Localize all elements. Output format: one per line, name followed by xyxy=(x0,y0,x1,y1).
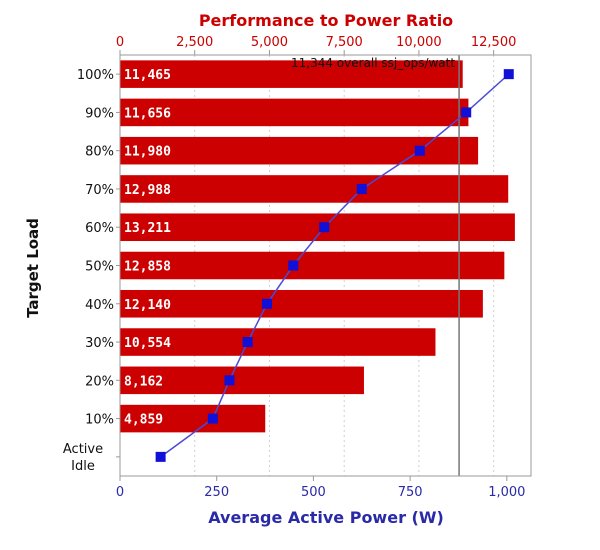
bar-label-6: 12,140 xyxy=(124,298,171,313)
bars-layer: 11,465 11,656 11,980 12,988 13,211 12,858 12,1… xyxy=(120,60,515,433)
bar-label-5: 12,858 xyxy=(124,260,171,275)
category-label-8: 20% xyxy=(85,374,114,389)
bar-label-3: 12,988 xyxy=(124,183,171,198)
bottom-tick-label-4: 1,000 xyxy=(488,485,525,500)
bar-4 xyxy=(120,213,515,242)
category-label-3: 70% xyxy=(85,183,114,198)
top-tick-label-5: 12,500 xyxy=(471,35,517,50)
category-label-9: 10% xyxy=(85,413,114,428)
bar-label-8: 8,162 xyxy=(124,374,163,389)
bar-5 xyxy=(120,251,505,280)
bar-label-0: 11,465 xyxy=(124,68,171,83)
reference-layer: 11,344 overall ssj_ops/watt xyxy=(291,55,460,476)
top-tick-label-0: 0 xyxy=(116,35,124,50)
top-tick-label-2: 5,000 xyxy=(251,35,288,50)
bar-3 xyxy=(120,175,509,203)
top-tick-label-1: 2,500 xyxy=(176,35,213,50)
category-label-5: 50% xyxy=(85,260,114,275)
top-tick-label-3: 7,500 xyxy=(326,35,363,50)
category-label-4: 60% xyxy=(85,221,114,236)
category-label-2: 80% xyxy=(85,145,114,160)
bottom-tick-label-3: 750 xyxy=(398,485,423,500)
bottom-tick-label-2: 500 xyxy=(301,485,326,500)
bar-9 xyxy=(120,404,266,433)
y-axis-title: Target Load xyxy=(24,218,42,318)
bar-label-2: 11,980 xyxy=(124,145,171,160)
top-axis-title: Performance to Power Ratio xyxy=(199,11,453,30)
power-point-8 xyxy=(224,375,235,386)
top-tick-label-4: 10,000 xyxy=(396,35,442,50)
bar-6 xyxy=(120,289,483,318)
reference-line-label: 11,344 overall ssj_ops/watt xyxy=(291,56,455,70)
power-point-10 xyxy=(155,451,166,462)
category-label-0: 100% xyxy=(77,68,114,83)
bar-label-4: 13,211 xyxy=(124,221,171,236)
bar-label-9: 4,859 xyxy=(124,413,163,428)
category-label-7: 30% xyxy=(85,336,114,351)
bar-0 xyxy=(120,60,463,88)
bar-label-1: 11,656 xyxy=(124,106,171,121)
category-label-10-line-1: Idle xyxy=(71,459,95,474)
power-point-7 xyxy=(242,337,253,348)
labels-layer: 0 2,500 5,000 7,500 10,000 12,500 0 250 500 750 1,… xyxy=(63,35,526,500)
power-point-3 xyxy=(356,183,367,194)
power-point-1 xyxy=(461,107,472,118)
power-point-0 xyxy=(503,69,514,80)
bottom-axis-title: Average Active Power (W) xyxy=(208,508,444,527)
axes-layer xyxy=(116,50,532,481)
bottom-tick-label-0: 0 xyxy=(116,485,124,500)
line-layer xyxy=(155,69,514,462)
category-label-1: 90% xyxy=(85,106,114,121)
power-point-9 xyxy=(207,413,218,424)
power-point-5 xyxy=(288,260,299,271)
power-point-4 xyxy=(319,222,330,233)
category-label-10: Active Idle xyxy=(63,442,103,474)
bar-8 xyxy=(120,366,364,395)
power-point-6 xyxy=(261,298,272,309)
category-label-10-line-0: Active xyxy=(63,442,103,457)
category-label-6: 40% xyxy=(85,298,114,313)
bar-1 xyxy=(120,98,469,127)
bar-7 xyxy=(120,328,436,356)
bar-label-7: 10,554 xyxy=(124,336,171,351)
bottom-tick-label-1: 250 xyxy=(204,485,229,500)
power-point-2 xyxy=(414,145,425,156)
